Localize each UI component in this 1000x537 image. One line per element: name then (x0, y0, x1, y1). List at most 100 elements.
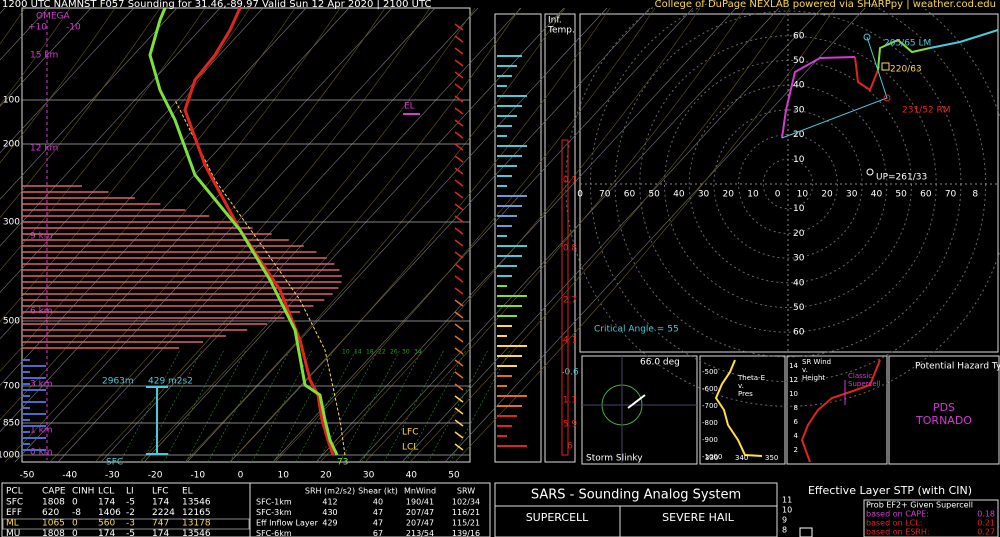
wind-barb (454, 155, 464, 163)
wind-barb (454, 227, 464, 235)
isotherm (444, 7, 866, 463)
kinematic-header: MnWind (404, 487, 436, 496)
mixing-ratio-line (405, 349, 467, 463)
mixing-ratio-line (185, 349, 247, 463)
dry-adiabat (0, 7, 296, 372)
dry-adiabat (0, 7, 161, 218)
parcel-cell: EFF (6, 508, 22, 518)
mixing-ratio-line (317, 349, 379, 463)
parcel-cell: 1065 (42, 519, 65, 529)
pressure-label: 700 (3, 382, 20, 392)
hodo-x-label: 30 (846, 190, 858, 200)
inferred-value: 5.9 (563, 420, 578, 430)
theta-title: v. (738, 382, 744, 390)
wind-barb (454, 143, 464, 151)
dry-adiabat (94, 7, 476, 463)
srw-height: 6 (794, 418, 799, 426)
kinematic-cell: 67 (373, 529, 383, 537)
isotherm (0, 7, 178, 200)
parcel-trace (174, 99, 346, 456)
dry-adiabat (274, 7, 656, 463)
hodograph-frame (579, 13, 999, 353)
wind-barb (454, 407, 464, 415)
hodo-y-label: 30 (793, 105, 805, 115)
parcel-cell: 174 (152, 498, 169, 508)
mixing-ratio-line (207, 349, 269, 463)
inferred-title: Inf. (548, 16, 562, 26)
srw-height: 12 (789, 376, 798, 384)
kinematic-cell: 412 (322, 498, 337, 507)
kinematic-cell: 40 (373, 498, 383, 507)
mean-wind-label: 220/63 (890, 65, 922, 75)
parcel-cell: 13178 (182, 519, 211, 529)
hodo-y-label: 50 (793, 56, 805, 66)
pressure-label: 200 (3, 140, 20, 150)
height-label: 12 km (30, 144, 58, 154)
slinky-angle: 66.0 deg (640, 358, 680, 368)
temperature-label: 40 (406, 471, 418, 481)
height-label: 15 km (30, 51, 58, 61)
wind-barb (454, 71, 464, 79)
theta-pressure: -900 (702, 436, 718, 444)
omega-scale: -10 (66, 23, 81, 33)
kinematic-cell: SFC-3km (256, 508, 292, 517)
wind-barb (454, 191, 464, 199)
hodo-y-label: 50 (793, 303, 805, 313)
upshear-label: UP=261/33 (876, 173, 927, 183)
kinematic-cell: 207/47 (406, 508, 434, 517)
temperature-label: 10 (277, 471, 289, 481)
hodograph-layer: 0 70 60 50 40 30 20 10 0 10 20 30 40 50 60 70 8 60 50 40 30 2… (565, 0, 1000, 407)
sars-frame (494, 482, 778, 537)
prob-box (863, 499, 999, 537)
hodo-x-label: 10 (797, 190, 809, 200)
kinematic-cell: 430 (322, 508, 337, 517)
isotherm (315, 7, 737, 463)
theta-x-label: 350 (765, 454, 778, 462)
kinematic-header: Shear (kt) (358, 487, 398, 496)
hodo-y-label: 60 (793, 31, 805, 41)
wind-barb (454, 239, 464, 247)
hodograph-trace (781, 56, 856, 139)
kinematic-cell: SFC-1km (256, 498, 292, 507)
right-mover-label: 231/52 RM (902, 106, 951, 116)
kinematic-cell: 139/16 (452, 529, 480, 537)
isotherm (186, 7, 608, 463)
isotherm (0, 7, 221, 247)
wind-barb (454, 371, 464, 379)
srw-height: 2 (794, 446, 798, 454)
wind-barb (454, 347, 464, 355)
temperature-label: -40 (62, 471, 77, 481)
wind-barb (454, 215, 464, 223)
isotherm (57, 7, 479, 463)
height-label: 3 km (30, 380, 53, 390)
inferred-title: Temp. (547, 26, 575, 36)
parcel-cell: -5 (126, 529, 135, 537)
mixing-ratio-label: 30 (402, 349, 410, 356)
parcel-cell: 174 (98, 498, 115, 508)
kinematic-cell: 116/21 (452, 508, 480, 517)
theta-pressure: -600 (702, 385, 718, 393)
slinky-title: Storm Slinky (586, 454, 643, 464)
prob-cell: based on LCL: (866, 519, 922, 528)
inferred-value: 6 (567, 442, 573, 452)
parcel-cell: 620 (42, 508, 59, 518)
parcel-header: EL (182, 487, 193, 497)
right-mover-marker (883, 94, 891, 102)
hodo-x-label: 10 (747, 190, 759, 200)
prob-cell: based on CAPE: (866, 510, 929, 519)
srwind-frame (786, 355, 888, 465)
pressure-label: 850 (3, 419, 20, 429)
dry-adiabat (409, 7, 791, 463)
omega-scale: +10 (28, 23, 47, 33)
left-mover-label: 205/65 LM (884, 39, 931, 49)
el-label: EL (404, 102, 415, 112)
kinematic-cell: 47 (373, 508, 383, 517)
prob-cell: based on ESRH: (866, 528, 930, 537)
isotherm (0, 7, 6, 14)
parcel-cell: 174 (98, 529, 115, 537)
mixing-ratio-label: 10 (342, 349, 350, 356)
inferred-value: 0.8 (563, 244, 578, 254)
dry-adiabat (319, 7, 701, 463)
theta-pressure: -800 (702, 419, 718, 427)
parcel-cell: 1808 (42, 498, 65, 508)
